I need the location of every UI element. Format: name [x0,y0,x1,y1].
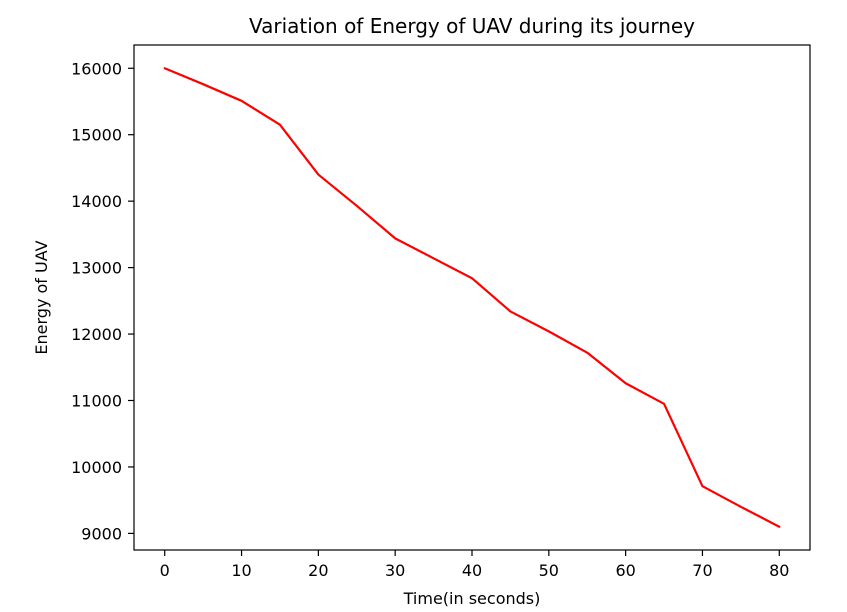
x-tick-label: 60 [615,561,635,580]
y-tick-label: 14000 [71,192,122,211]
y-tick-label: 13000 [71,259,122,278]
y-axis-ticks: 9000 10000 11000 12000 13000 14000 15000 16000 [71,59,134,543]
x-tick-label: 70 [692,561,712,580]
y-tick-label: 12000 [71,325,122,344]
y-tick-label: 10000 [71,458,122,477]
y-tick-label: 9000 [81,524,122,543]
y-tick-label: 16000 [71,59,122,78]
x-tick-label: 80 [769,561,789,580]
x-tick-label: 0 [160,561,170,580]
x-tick-label: 10 [231,561,251,580]
y-tick-label: 11000 [71,391,122,410]
x-tick-label: 30 [385,561,405,580]
x-tick-label: 40 [462,561,482,580]
plot-area [133,44,811,551]
x-tick-label: 50 [539,561,559,580]
x-axis-ticks: 0 10 20 30 40 50 60 70 80 [160,550,789,580]
x-tick-label: 20 [308,561,328,580]
series-line [163,67,781,528]
chart-title: Variation of Energy of UAV during its jo… [249,14,695,38]
y-axis-label: Energy of UAV [32,240,51,354]
x-axis-label: Time(in seconds) [403,589,541,608]
y-tick-label: 15000 [71,126,122,145]
series-group [163,67,781,528]
